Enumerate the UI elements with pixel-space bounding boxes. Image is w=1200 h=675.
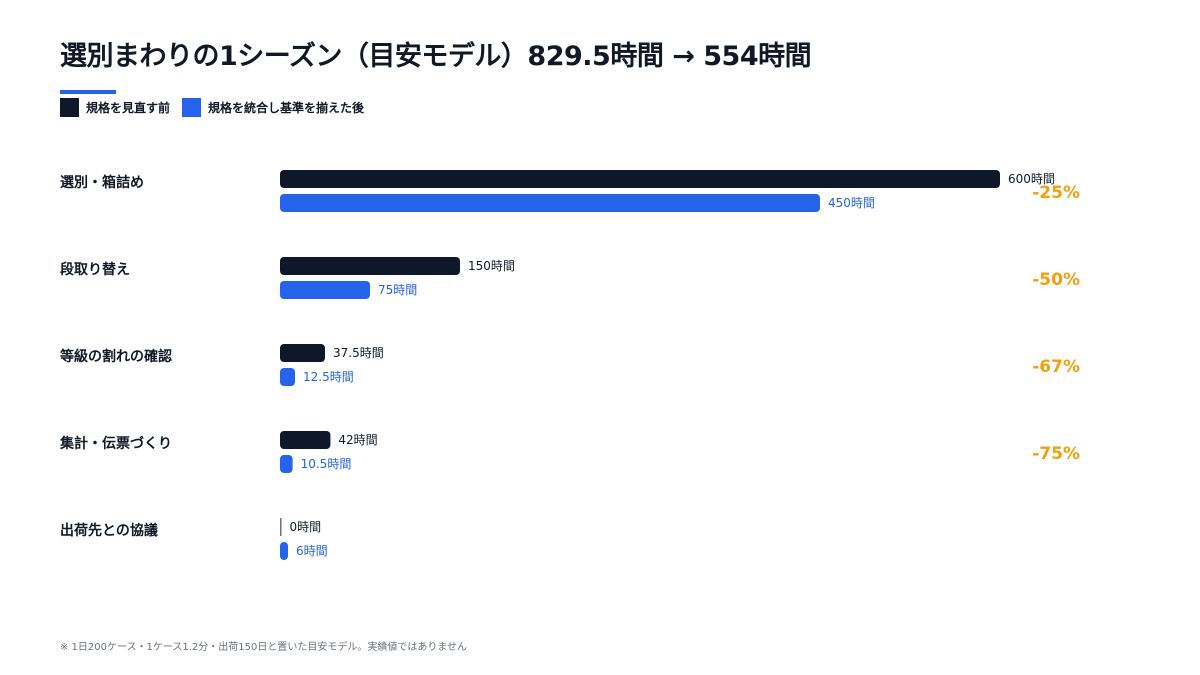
- value-label-after: 10.5時間: [301, 457, 352, 471]
- value-label-after: 12.5時間: [303, 370, 354, 384]
- percent-change-label: -75%: [1032, 444, 1080, 464]
- percent-change-label: -50%: [1032, 270, 1080, 290]
- bar-after: [280, 281, 370, 299]
- legend: 規格を見直す前 規格を統合し基準を揃えた後: [60, 98, 364, 117]
- legend-label-after: 規格を統合し基準を揃えた後: [208, 101, 365, 115]
- legend-item-after: 規格を統合し基準を揃えた後: [182, 98, 364, 117]
- value-label-before: 42時間: [338, 433, 377, 447]
- chart-title: 選別まわりの1シーズン（目安モデル）829.5時間 → 554時間: [60, 41, 812, 72]
- bar-before: [280, 344, 325, 362]
- category-label: 選別・箱詰め: [60, 174, 144, 191]
- bar-before: [280, 518, 282, 536]
- value-label-after: 450時間: [828, 196, 875, 210]
- value-label-before: 600時間: [1008, 172, 1055, 186]
- bar-before: [280, 431, 331, 449]
- percent-change-label: -67%: [1032, 357, 1080, 377]
- legend-item-before: 規格を見直す前: [60, 98, 170, 117]
- percent-change-label: -25%: [1032, 183, 1080, 203]
- legend-swatch-after: [182, 98, 202, 117]
- bar-before: [280, 257, 460, 275]
- value-label-after: 6時間: [296, 544, 328, 558]
- title-accent-bar: [60, 90, 116, 94]
- bar-after: [280, 368, 295, 386]
- value-label-before: 0時間: [290, 520, 322, 534]
- bar-after: [280, 194, 820, 212]
- value-label-before: 150時間: [468, 259, 515, 273]
- bar-before: [280, 170, 1000, 188]
- legend-label-before: 規格を見直す前: [86, 101, 171, 115]
- legend-swatch-before: [60, 98, 79, 117]
- category-label: 等級の割れの確認: [60, 348, 172, 365]
- category-label: 出荷先との協議: [60, 522, 158, 539]
- value-label-before: 37.5時間: [333, 346, 384, 360]
- category-label: 集計・伝票づくり: [59, 435, 172, 452]
- bar-after: [280, 455, 293, 473]
- bar-after: [280, 542, 288, 560]
- category-label: 段取り替え: [60, 261, 130, 278]
- footnote: ※ 1日200ケース・1ケース1.2分・出荷150日と置いた目安モデル。実績値で…: [60, 642, 468, 653]
- value-label-after: 75時間: [378, 283, 417, 297]
